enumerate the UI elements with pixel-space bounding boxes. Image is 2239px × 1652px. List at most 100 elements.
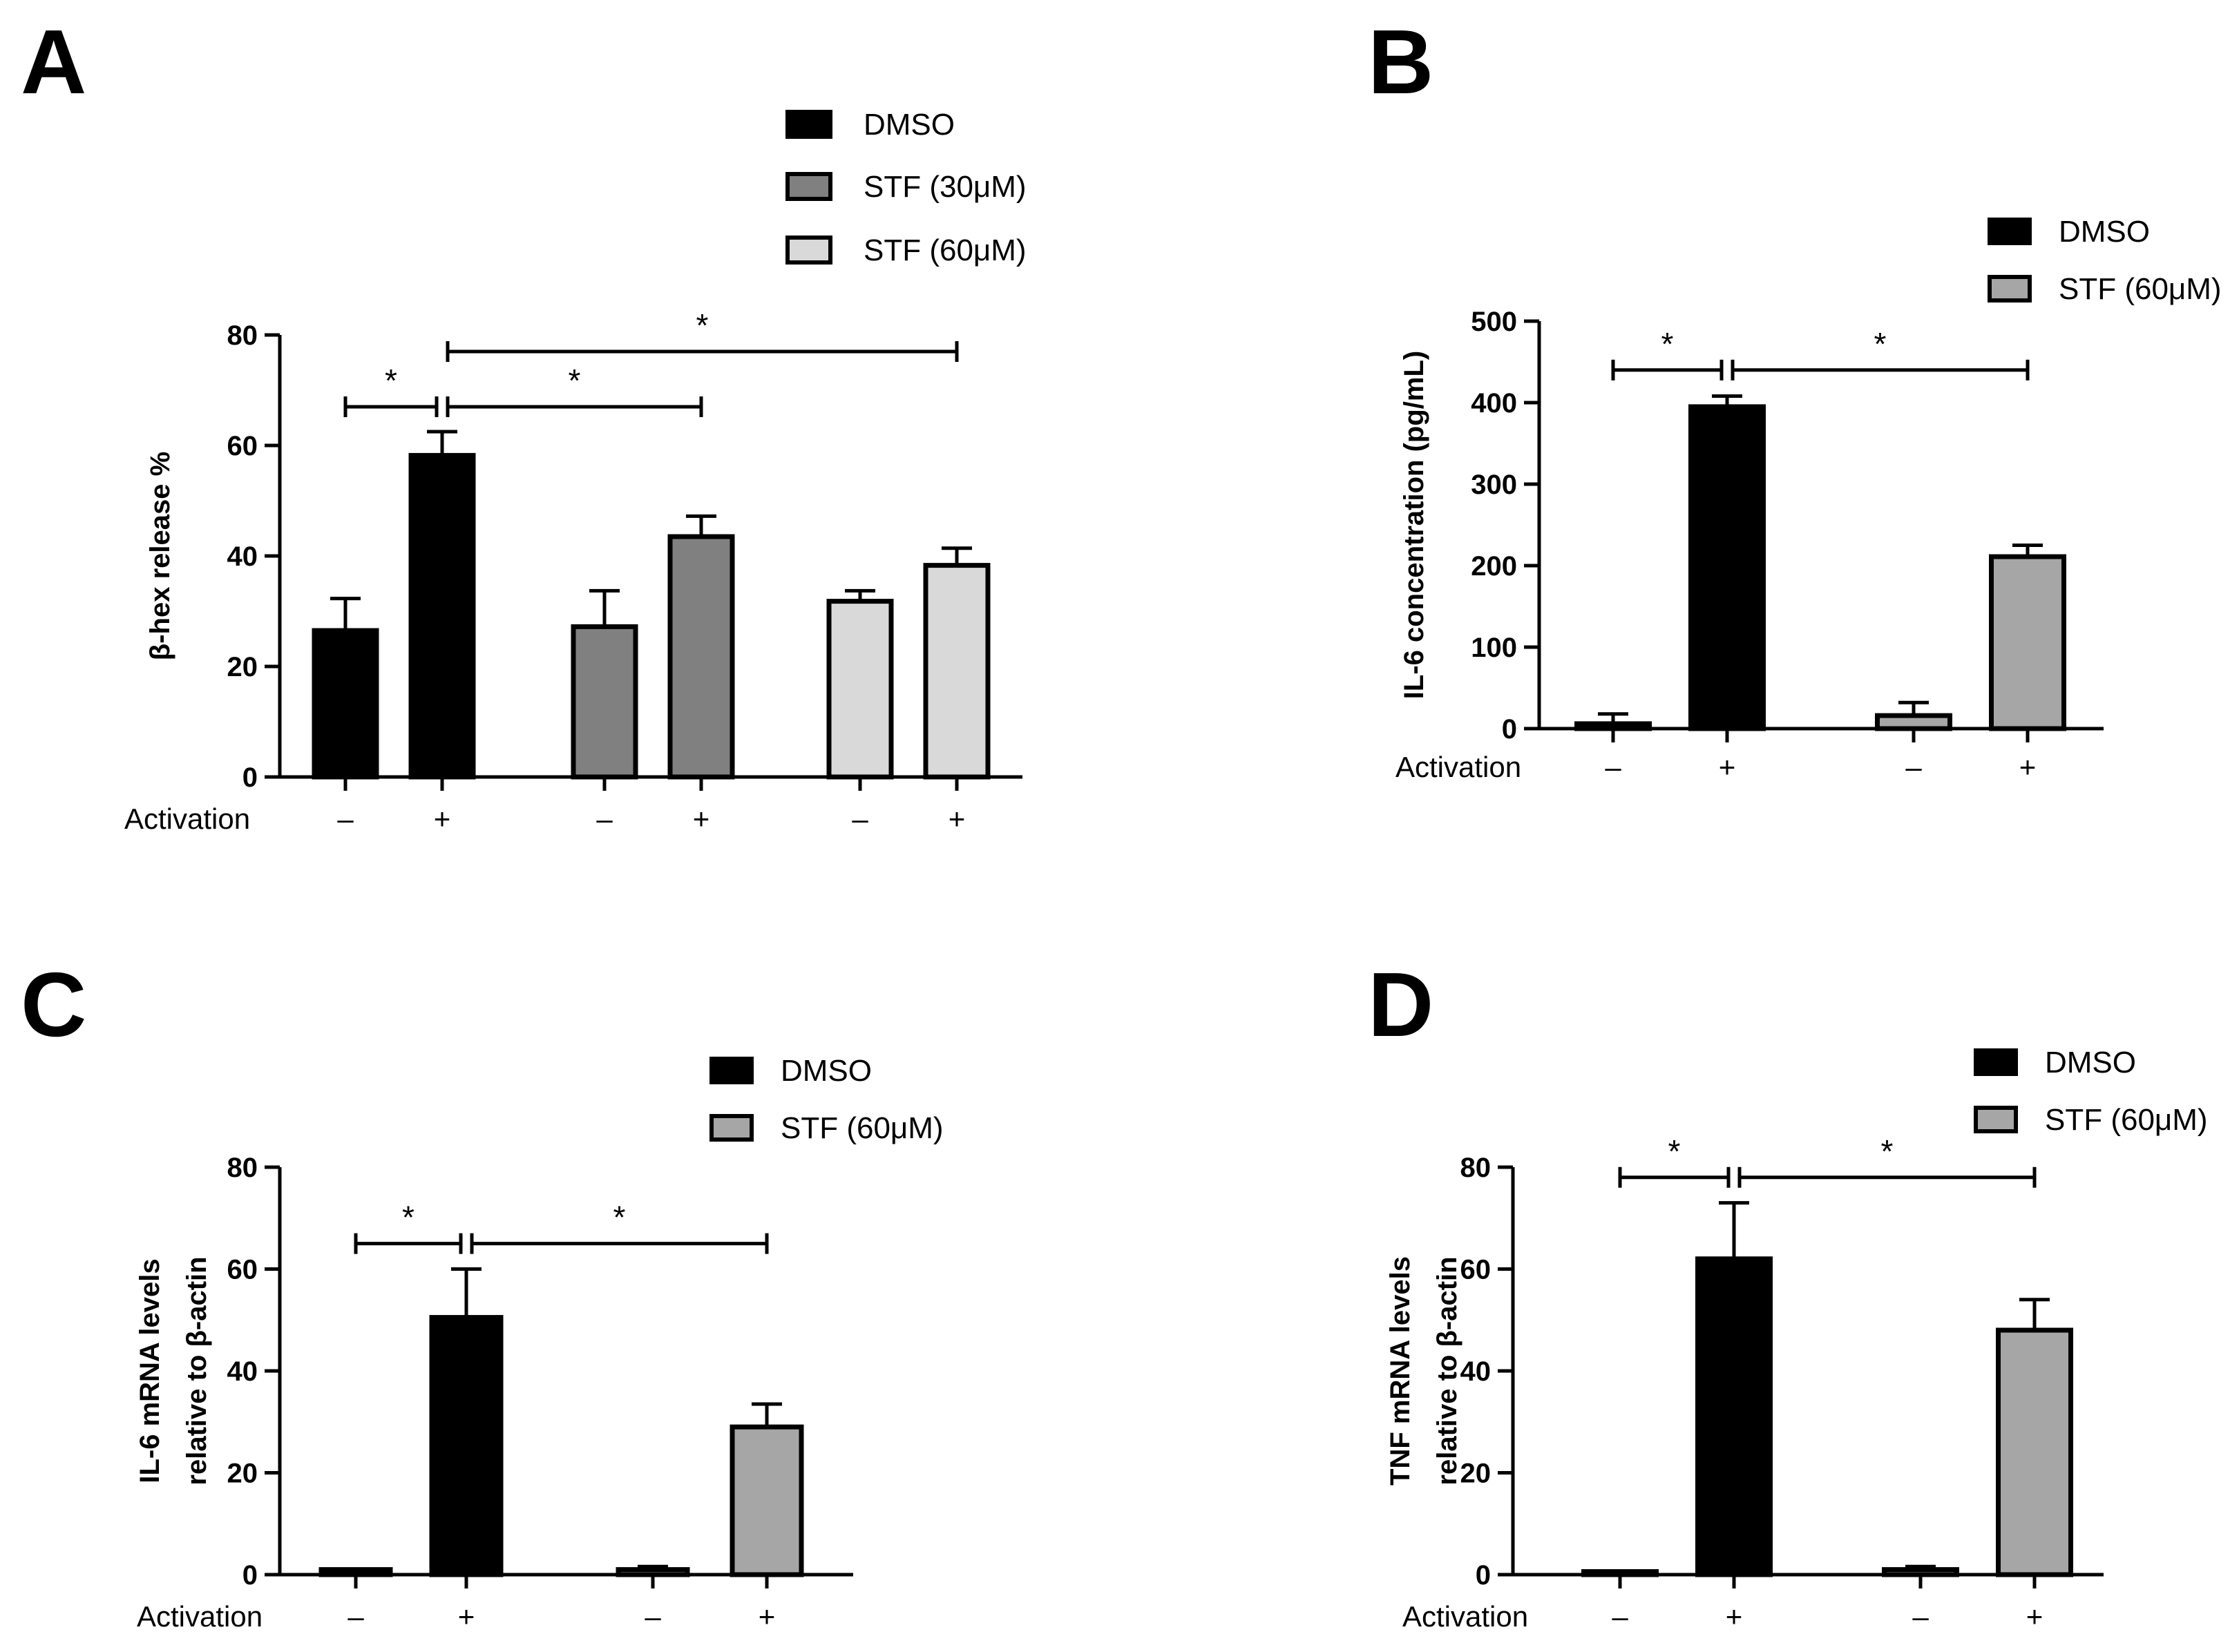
bar (1882, 1567, 1959, 1577)
legend-label: STF (60μM) (2045, 1103, 2208, 1137)
legend-label: DMSO (2045, 1046, 2136, 1079)
y-axis-title-line: relative to β-actin (1432, 1256, 1463, 1485)
activation-sign: – (645, 1600, 661, 1633)
activation-sign: + (2026, 1600, 2043, 1633)
bar (1581, 1569, 1659, 1577)
legend-label: DMSO (864, 108, 955, 142)
activation-sign: – (1905, 751, 1922, 783)
y-tick-label: 0 (242, 762, 258, 793)
y-tick-label: 60 (1460, 1255, 1492, 1285)
y-tick-label: 0 (1502, 714, 1517, 745)
panel-letter: C (21, 954, 86, 1055)
bar (1989, 554, 2066, 731)
legend-swatch (1974, 1048, 2018, 1076)
bar (1688, 404, 1766, 731)
bar (923, 563, 991, 780)
y-tick-label: 60 (227, 431, 258, 461)
legend-swatch (785, 110, 832, 139)
bar (667, 534, 735, 780)
legend-swatch (709, 1057, 754, 1084)
activation-sign: – (1612, 1600, 1628, 1633)
y-tick-label: 100 (1471, 633, 1517, 663)
activation-sign: + (949, 803, 966, 835)
bar (1574, 721, 1652, 731)
significance-star: * (1874, 326, 1887, 362)
y-axis-title: IL-6 concentration (pg/mL) (1399, 351, 1429, 699)
legend-swatch (1988, 275, 2032, 302)
significance-star: * (569, 363, 581, 398)
significance-star: * (696, 307, 709, 343)
significance-star: * (613, 1200, 626, 1236)
bar (1875, 713, 1952, 731)
y-axis-title: β-hex release % (145, 452, 175, 660)
y-tick-label: 20 (227, 652, 258, 682)
activation-sign: – (337, 803, 354, 835)
legend-label: DMSO (781, 1054, 872, 1088)
legend-label: STF (30μM) (864, 170, 1027, 204)
significance-star: * (1668, 1133, 1681, 1169)
panel-letter: B (1368, 11, 1433, 113)
significance-star: * (1881, 1133, 1894, 1169)
legend-label: DMSO (2059, 215, 2150, 249)
activation-label: Activation (124, 803, 250, 835)
y-tick-label: 20 (227, 1459, 258, 1489)
y-tick-label: 500 (1471, 307, 1517, 337)
y-tick-label: 80 (227, 1153, 258, 1183)
y-axis-title-line: TNF mRNA levels (1385, 1256, 1416, 1486)
legend-swatch (1988, 218, 2032, 245)
bar (1996, 1327, 2073, 1577)
activation-label: Activation (1402, 1600, 1528, 1633)
legend-swatch (785, 236, 832, 265)
activation-sign: – (347, 1600, 364, 1633)
legend-label: STF (60μM) (2059, 272, 2222, 306)
y-tick-label: 20 (1460, 1459, 1492, 1489)
legend-swatch (1974, 1106, 2018, 1133)
bar (826, 599, 894, 780)
panel-b: B 0 100 200 300 400 500 IL-6 concentration (pg/… (1368, 11, 2222, 783)
bar (730, 1424, 804, 1577)
activation-sign: + (1719, 751, 1736, 783)
y-tick-label: 60 (227, 1255, 258, 1285)
y-axis-title-line: relative to β-actin (182, 1256, 212, 1485)
y-tick-label: 0 (242, 1560, 258, 1591)
panel-d: D 0 20 40 60 80 TNF mRNA levels relative to β-a… (1368, 954, 2208, 1633)
y-tick-label: 80 (227, 320, 258, 351)
activation-sign: + (1726, 1600, 1743, 1633)
legend-swatch (785, 172, 832, 201)
bar (318, 1567, 393, 1577)
y-tick-label: 300 (1471, 470, 1517, 500)
activation-sign: + (759, 1600, 776, 1633)
activation-sign: + (2019, 751, 2037, 783)
activation-label: Activation (1395, 751, 1521, 783)
y-tick-label: 80 (1460, 1153, 1492, 1183)
significance-star: * (1661, 326, 1674, 362)
y-axis-title-line: IL-6 mRNA levels (135, 1258, 165, 1483)
significance-star: * (402, 1200, 415, 1236)
y-tick-label: 200 (1471, 551, 1517, 582)
panel-a: A 0 20 40 60 80 β-hex release % – + – + – + Activatio… (21, 11, 1027, 835)
y-tick-label: 40 (1460, 1356, 1492, 1387)
panel-c: C 0 20 40 60 80 IL-6 mRNA levels relative to β-… (21, 954, 944, 1633)
panel-letter: D (1368, 954, 1433, 1055)
legend-label: STF (60μM) (864, 233, 1027, 267)
significance-star: * (385, 363, 397, 398)
y-tick-label: 0 (1476, 1560, 1491, 1591)
bar (408, 452, 476, 780)
activation-sign: – (596, 803, 613, 835)
y-tick-label: 40 (227, 541, 258, 572)
bar (571, 624, 638, 780)
bar (1695, 1256, 1773, 1577)
activation-sign: + (458, 1600, 475, 1633)
activation-sign: + (434, 803, 451, 835)
activation-sign: – (852, 803, 868, 835)
activation-sign: + (693, 803, 710, 835)
legend-label: STF (60μM) (781, 1111, 944, 1145)
activation-sign: – (1605, 751, 1621, 783)
bar (616, 1567, 690, 1577)
bar (429, 1315, 504, 1577)
y-tick-label: 40 (227, 1356, 258, 1387)
activation-label: Activation (137, 1600, 263, 1633)
panel-letter: A (21, 11, 86, 113)
bar (312, 628, 379, 780)
